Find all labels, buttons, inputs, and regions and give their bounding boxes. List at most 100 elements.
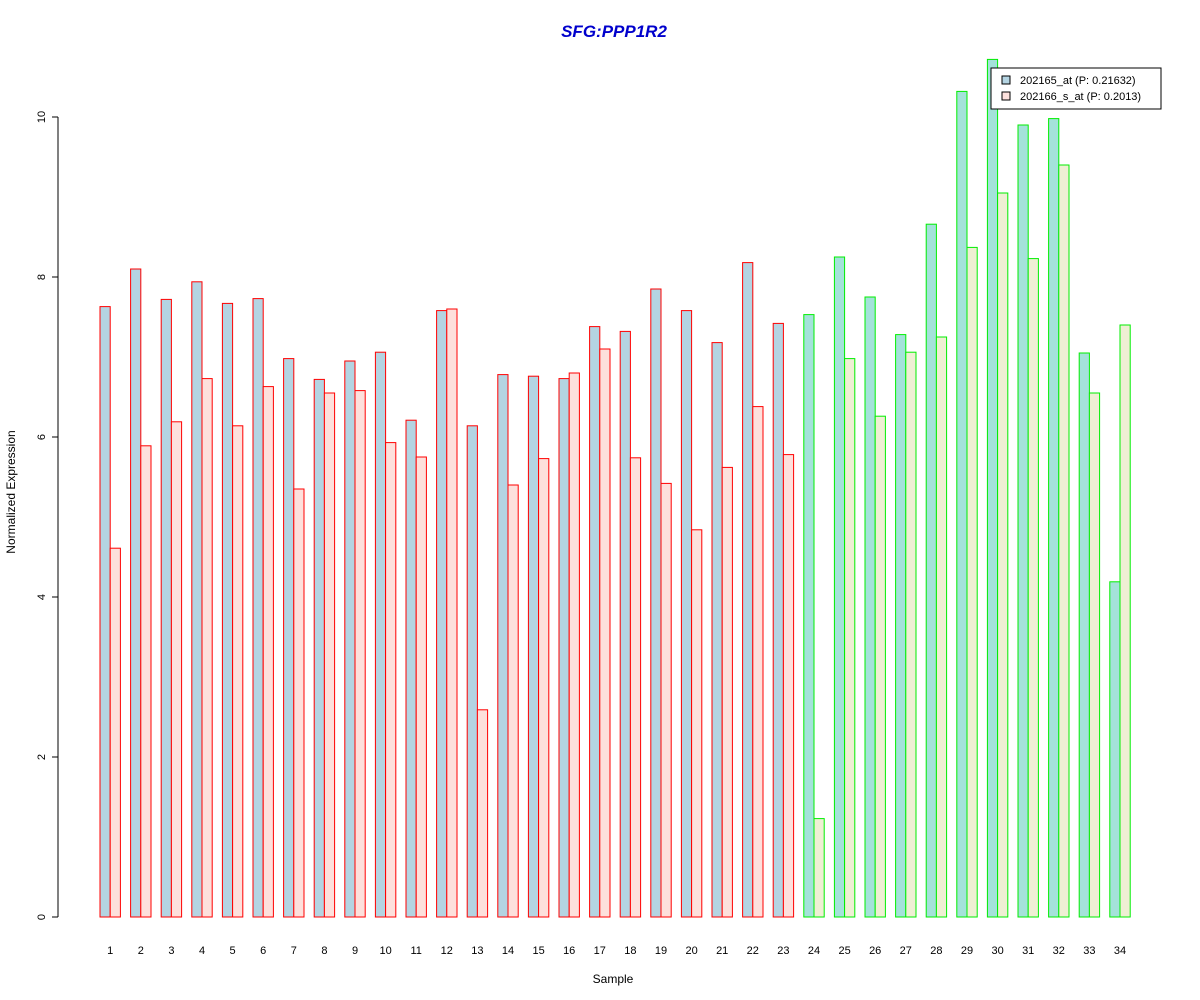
legend-swatch-series-2 — [1001, 91, 1011, 101]
x-tick-label: 28 — [930, 945, 942, 957]
x-tick-label: 9 — [352, 945, 358, 957]
legend: 202165_at (P: 0.21632) 202166_s_at (P: 0… — [990, 67, 1162, 110]
bar-series-1-sample-2 — [130, 268, 142, 918]
y-tick-label: 6 — [36, 434, 48, 440]
x-tick-label: 20 — [685, 945, 697, 957]
bar-series-1-sample-5 — [221, 302, 234, 918]
bar-series-1-sample-9 — [344, 360, 356, 918]
x-tick-label: 11 — [410, 945, 421, 957]
bar-series-1-sample-21 — [711, 342, 723, 918]
bar-series-1-sample-12 — [436, 310, 448, 918]
bar-series-2-sample-25 — [844, 358, 856, 918]
bar-series-2-sample-4 — [201, 378, 213, 918]
bar-series-1-sample-33 — [1078, 352, 1090, 918]
legend-swatch-series-1 — [1001, 75, 1011, 85]
x-tick-label: 15 — [532, 945, 544, 957]
bar-series-2-sample-22 — [752, 406, 764, 918]
bar-series-1-sample-27 — [895, 334, 907, 918]
legend-label-series-2: 202166_s_at (P: 0.2013) — [1020, 91, 1141, 103]
x-tick-label: 26 — [869, 945, 881, 957]
bar-series-1-sample-20 — [680, 310, 693, 918]
x-tick-label: 34 — [1114, 945, 1126, 957]
bar-series-2-sample-3 — [170, 421, 183, 918]
y-tick-label: 10 — [36, 111, 48, 123]
bar-series-1-sample-18 — [619, 330, 631, 918]
bar-series-2-sample-23 — [782, 454, 795, 918]
bar-series-2-sample-31 — [1027, 258, 1039, 918]
bar-series-1-sample-23 — [772, 322, 784, 918]
bar-series-2-sample-27 — [905, 351, 917, 918]
x-tick-label: 24 — [808, 945, 820, 957]
y-tick-label: 4 — [36, 594, 48, 600]
bar-series-1-sample-15 — [527, 375, 540, 918]
legend-box — [990, 67, 1162, 110]
x-tick-label: 1 — [107, 945, 113, 957]
x-tick-label: 16 — [563, 945, 575, 957]
bar-series-2-sample-21 — [721, 466, 733, 918]
bar-series-2-sample-32 — [1058, 164, 1070, 918]
bar-series-2-sample-16 — [568, 372, 580, 918]
x-tick-label: 30 — [991, 945, 1003, 957]
bar-series-1-sample-26 — [864, 296, 876, 918]
x-tick-label: 8 — [321, 945, 327, 957]
x-tick-label: 4 — [199, 945, 205, 957]
bar-series-2-sample-33 — [1088, 392, 1101, 918]
x-tick-label: 2 — [138, 945, 144, 957]
y-tick-label: 0 — [36, 914, 48, 920]
bar-series-1-sample-13 — [466, 425, 478, 918]
x-tick-label: 31 — [1022, 945, 1034, 957]
x-tick-label: 10 — [379, 945, 391, 957]
bar-series-2-sample-1 — [109, 547, 121, 918]
bar-series-2-sample-6 — [262, 386, 274, 918]
bar-series-1-sample-4 — [191, 281, 203, 918]
bar-series-1-sample-34 — [1109, 581, 1121, 918]
x-axis-label: Sample — [593, 972, 634, 986]
bar-series-1-sample-7 — [283, 358, 295, 918]
bar-series-1-sample-25 — [833, 256, 846, 918]
bar-series-2-sample-26 — [874, 415, 886, 918]
bar-series-2-sample-7 — [293, 488, 305, 918]
bar-series-1-sample-1 — [99, 306, 111, 918]
bar-series-2-sample-17 — [599, 348, 611, 918]
legend-label-series-1: 202165_at (P: 0.21632) — [1020, 75, 1136, 87]
bar-series-2-sample-24 — [813, 818, 825, 918]
bar-series-1-sample-22 — [742, 262, 754, 918]
y-tick-label: 8 — [36, 274, 48, 280]
bar-series-2-sample-34 — [1119, 324, 1131, 918]
bar-series-2-sample-19 — [660, 482, 672, 918]
x-tick-label: 7 — [291, 945, 297, 957]
x-tick-label: 14 — [502, 945, 514, 957]
bar-series-1-sample-8 — [313, 378, 325, 918]
bar-series-2-sample-8 — [323, 392, 336, 918]
x-tick-label: 17 — [594, 945, 606, 957]
bar-series-2-sample-10 — [385, 442, 397, 918]
bar-series-2-sample-9 — [354, 390, 366, 918]
x-tick-label: 22 — [747, 945, 759, 957]
x-tick-label: 29 — [961, 945, 973, 957]
bar-series-1-sample-3 — [160, 298, 172, 918]
bar-series-2-sample-12 — [446, 308, 458, 918]
x-tick-label: 25 — [838, 945, 850, 957]
bar-series-1-sample-19 — [650, 288, 662, 918]
x-tick-label: 3 — [168, 945, 174, 957]
x-tick-label: 5 — [230, 945, 236, 957]
bar-series-1-sample-32 — [1048, 118, 1060, 918]
bar-series-2-sample-18 — [629, 457, 642, 918]
bar-series-1-sample-6 — [252, 298, 264, 918]
bar-series-1-sample-17 — [589, 326, 601, 918]
x-tick-label: 21 — [716, 945, 728, 957]
bar-series-1-sample-14 — [497, 374, 509, 918]
x-tick-label: 32 — [1053, 945, 1065, 957]
bar-series-2-sample-28 — [935, 336, 948, 918]
x-tick-label: 19 — [655, 945, 667, 957]
bar-series-2-sample-20 — [691, 529, 703, 918]
x-tick-labels: 1 2 3 4 5 6 7 8 9 10 11 12 13 14 15 16 17 18 19 20 21 22 23 24 2… — [107, 945, 1126, 957]
bars-group — [99, 58, 1131, 918]
bar-series-1-sample-24 — [803, 314, 815, 918]
bar-series-1-sample-10 — [374, 351, 387, 918]
bar-series-2-sample-5 — [232, 425, 244, 918]
y-axis: 0 2 4 6 8 10 — [36, 111, 59, 920]
x-tick-label: 33 — [1083, 945, 1095, 957]
x-tick-label: 27 — [900, 945, 912, 957]
bar-series-1-sample-11 — [405, 419, 417, 918]
